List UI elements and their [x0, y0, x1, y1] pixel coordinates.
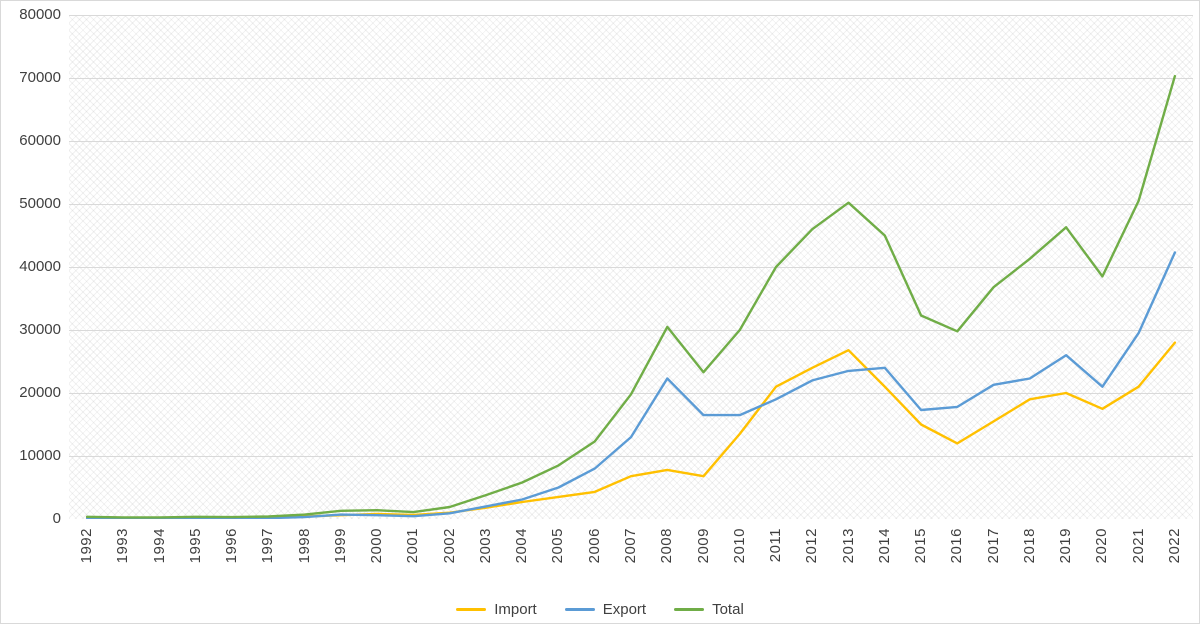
x-axis-label: 2001 [404, 528, 422, 564]
x-axis-label: 2020 [1093, 528, 1111, 564]
x-axis-label: 2019 [1057, 528, 1075, 564]
x-axis-label: 2006 [585, 528, 603, 564]
x-axis-label: 1998 [295, 528, 313, 564]
y-axis-label: 60000 [19, 132, 61, 149]
x-axis-label: 2016 [948, 528, 966, 564]
x-axis: 1992 1993 1994 1995 1996 1997 1998 1999 2000 2001… [1, 1, 1199, 601]
x-axis-label: 2015 [912, 528, 930, 564]
y-axis-label: 40000 [19, 258, 61, 275]
x-axis-label: 1995 [186, 528, 204, 564]
y-axis-label: 0 [52, 510, 61, 527]
legend-label-total: Total [712, 600, 744, 618]
x-axis-label: 2017 [984, 528, 1002, 564]
series-line-total [85, 74, 1177, 519]
x-axis-label: 2005 [549, 528, 567, 564]
legend-label-export: Export [602, 600, 647, 618]
x-axis-label: 1996 [223, 528, 241, 564]
y-axis-label: 70000 [19, 69, 61, 86]
y-axis-label: 50000 [19, 195, 61, 212]
legend-item-import: Import [456, 601, 537, 618]
x-axis-label: 2007 [622, 528, 639, 564]
legend: Import Export Total [1, 598, 1199, 620]
x-axis-label: 1999 [331, 528, 349, 564]
x-axis-label: 2011 [767, 528, 785, 563]
y-axis-label: 80000 [19, 6, 61, 23]
x-axis-label: 2013 [839, 528, 857, 564]
legend-swatch-import [456, 607, 487, 611]
legend-swatch-total [674, 607, 705, 611]
legend-item-export: Export [564, 600, 647, 618]
y-axis: 0 10000 20000 30000 40000 50000 60000 70000 8000… [1, 1, 61, 541]
x-axis-label: 2021 [1129, 528, 1147, 564]
x-axis-label: 2012 [803, 528, 821, 564]
x-axis-label: 2002 [440, 528, 458, 564]
x-axis-label: 2004 [513, 528, 531, 564]
x-axis-label: 2022 [1165, 528, 1183, 564]
x-axis-label: 1994 [150, 528, 168, 564]
x-axis-label: 1997 [259, 528, 277, 564]
legend-swatch-export [564, 607, 595, 611]
x-axis-label: 1992 [78, 528, 96, 564]
x-axis-label: 1993 [114, 528, 132, 564]
x-axis-label: 2000 [368, 528, 386, 564]
y-axis-label: 10000 [19, 447, 61, 464]
y-axis-label: 30000 [19, 321, 61, 338]
plot-svg [69, 15, 1193, 519]
x-axis-label: 2018 [1020, 528, 1038, 564]
x-axis-label: 2003 [476, 528, 494, 564]
y-axis-label: 20000 [19, 384, 61, 401]
x-axis-label: 2009 [694, 528, 712, 564]
legend-item-total: Total [674, 601, 744, 618]
x-axis-label: 2008 [658, 528, 676, 564]
x-axis-label: 2010 [730, 528, 748, 564]
series-line-export [85, 251, 1177, 519]
plot-area [69, 15, 1193, 519]
legend-label-import: Import [494, 600, 537, 618]
x-axis-label: 2014 [875, 528, 893, 564]
